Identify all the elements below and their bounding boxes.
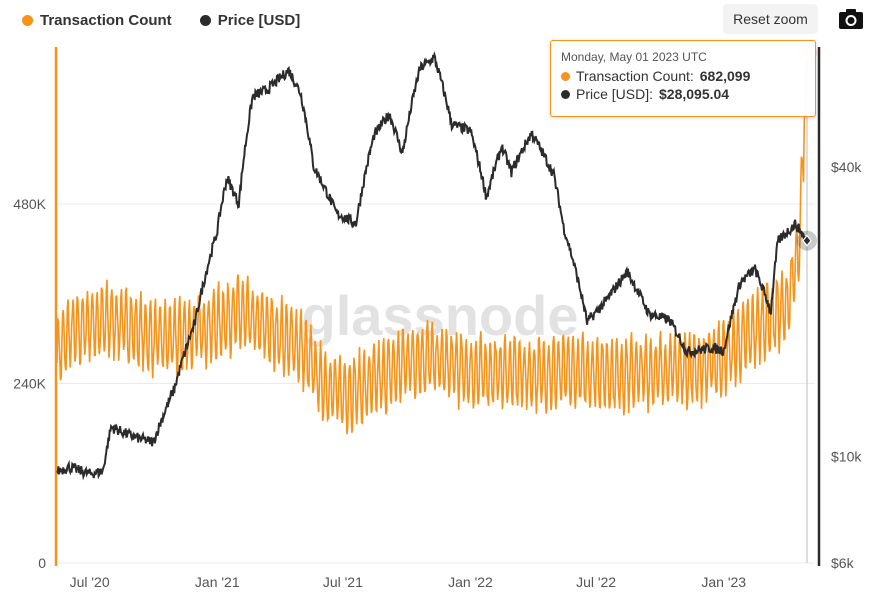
tooltip: Monday, May 01 2023 UTC Transaction Coun… <box>550 40 816 117</box>
legend-item-price[interactable]: Price [USD] <box>199 12 301 29</box>
y-right-tick-label: $6k <box>831 555 855 571</box>
legend-label-price: Price [USD] <box>217 12 301 29</box>
transaction-count-dot-icon <box>22 15 33 26</box>
camera-icon[interactable] <box>838 8 864 30</box>
y-right-tick-label: $40k <box>831 159 862 175</box>
x-tick-label: Jan '23 <box>701 574 746 590</box>
x-tick-label: Jul '21 <box>323 574 363 590</box>
tooltip-tx-value: 682,099 <box>699 68 751 84</box>
y-left-tick-label: 240K <box>13 376 46 392</box>
reset-zoom-button[interactable]: Reset zoom <box>723 4 818 34</box>
series-line-transaction-count <box>56 52 808 435</box>
x-tick-label: Jan '21 <box>195 574 240 590</box>
x-tick-label: Jan '22 <box>448 574 493 590</box>
tooltip-date: Monday, May 01 2023 UTC <box>561 50 707 64</box>
tooltip-row-price: Price [USD]: $28,095.04 <box>561 86 805 102</box>
x-tick-label: Jul '22 <box>576 574 616 590</box>
tooltip-row-transaction-count: Transaction Count: 682,099 <box>561 68 805 84</box>
y-right-tick-label: $10k <box>831 448 862 464</box>
legend: Transaction Count Price [USD] <box>22 12 300 29</box>
tooltip-price-dot-icon <box>561 89 570 99</box>
series-line-price <box>56 51 808 481</box>
price-dot-icon <box>199 15 211 26</box>
watermark: glassnode <box>302 284 579 347</box>
x-tick-label: Jul '20 <box>70 574 110 590</box>
tooltip-tx-label: Transaction Count: <box>576 68 694 84</box>
y-left-tick-label: 0 <box>38 555 46 571</box>
hover-marker-price <box>802 234 812 247</box>
tooltip-price-value: $28,095.04 <box>659 86 730 102</box>
tooltip-price-label: Price [USD]: <box>576 86 654 102</box>
legend-label-transaction-count: Transaction Count <box>40 12 172 29</box>
legend-item-transaction-count[interactable]: Transaction Count <box>22 12 172 29</box>
y-left-tick-label: 480K <box>13 196 46 212</box>
tooltip-transaction-dot-icon <box>561 71 570 81</box>
